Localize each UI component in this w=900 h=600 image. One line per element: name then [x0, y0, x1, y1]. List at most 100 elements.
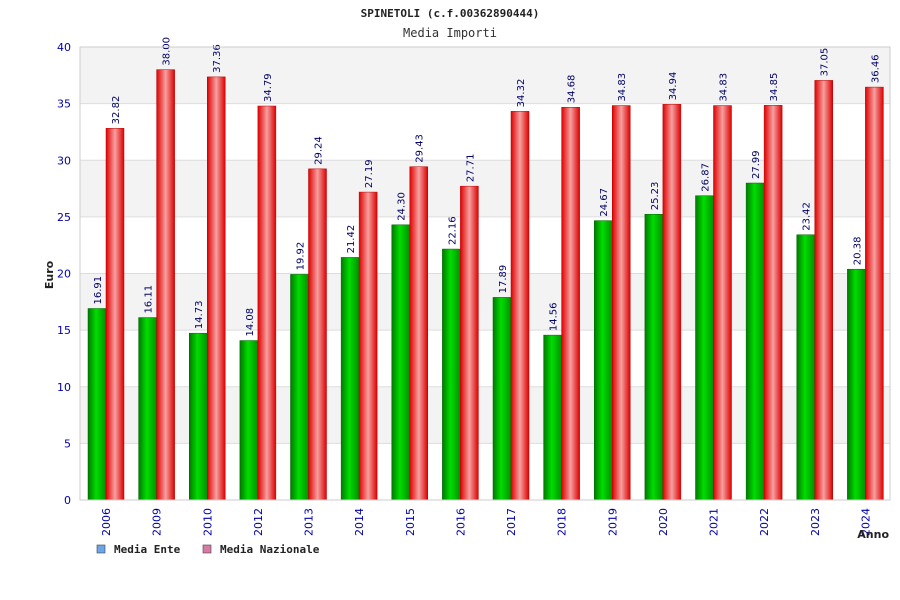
- bar-media-nazionale: [814, 80, 833, 501]
- value-label-media-nazionale: 34.32: [516, 79, 527, 108]
- x-tick-label: 2010: [201, 508, 214, 536]
- value-label-media-nazionale: 37.05: [820, 48, 831, 77]
- bar-media-ente: [745, 182, 765, 501]
- value-label-media-ente: 16.11: [144, 285, 155, 314]
- bar-media-ente: [543, 334, 562, 501]
- bar-media-nazionale: [662, 104, 682, 501]
- x-tick-label: 2017: [505, 508, 518, 536]
- bar-media-ente: [695, 195, 714, 501]
- bar-media-nazionale: [561, 106, 580, 501]
- bar-media-ente: [644, 214, 664, 501]
- bar-media-nazionale: [358, 191, 378, 501]
- x-axis-label: Anno: [857, 528, 889, 541]
- x-tick-label: 2009: [151, 508, 164, 536]
- bar-media-ente: [138, 317, 157, 501]
- x-tick-label: 2012: [252, 508, 265, 536]
- value-label-media-nazionale: 34.94: [668, 72, 679, 101]
- value-label-media-nazionale: 38.00: [162, 37, 173, 66]
- y-tick-label: 25: [57, 211, 71, 224]
- x-tick-label: 2006: [100, 508, 113, 536]
- bar-media-ente: [290, 274, 309, 501]
- value-label-media-nazionale: 34.85: [769, 73, 780, 102]
- legend-swatch-media-ente: [96, 544, 106, 554]
- chart-title: SPINETOLI (c.f.00362890444): [361, 7, 540, 20]
- value-label-media-ente: 20.38: [852, 237, 863, 266]
- chart-subtitle: Media Importi: [403, 26, 497, 40]
- value-label-media-nazionale: 36.46: [870, 54, 881, 83]
- x-tick-label: 2024: [859, 508, 872, 536]
- y-tick-label: 40: [57, 41, 71, 54]
- value-label-media-ente: 23.42: [802, 202, 813, 231]
- value-label-media-nazionale: 34.68: [567, 75, 578, 104]
- axes-group: 0 5 10 15 20 25 30 35 40 2006 2009 2010 2012 2013 2014…: [57, 41, 891, 536]
- value-label-media-ente: 22.16: [447, 216, 458, 245]
- value-label-media-nazionale: 29.43: [415, 134, 426, 163]
- legend-label-media-ente: Media Ente: [114, 543, 181, 556]
- bar-media-ente: [340, 257, 360, 501]
- bar-media-ente: [391, 224, 410, 501]
- value-label-media-ente: 24.30: [397, 192, 408, 221]
- bar-media-ente: [492, 297, 512, 501]
- value-label-media-nazionale: 27.19: [364, 159, 375, 188]
- bar-media-ente: [189, 332, 208, 501]
- bar-media-ente: [847, 268, 866, 501]
- y-tick-label: 10: [57, 381, 71, 394]
- legend-swatch-media-nazionale: [202, 544, 212, 554]
- x-tick-label: 2013: [303, 508, 316, 536]
- bar-media-nazionale: [156, 69, 175, 501]
- bar-media-nazionale: [105, 128, 125, 501]
- x-tick-label: 2021: [708, 508, 721, 536]
- bar-media-nazionale: [460, 185, 479, 501]
- value-label-media-nazionale: 37.36: [212, 44, 223, 73]
- plot-border: [79, 46, 891, 501]
- x-tick-label: 2022: [758, 508, 771, 536]
- y-tick-label: 35: [57, 98, 71, 111]
- value-label-media-ente: 19.92: [296, 242, 307, 271]
- value-label-media-ente: 21.42: [346, 225, 357, 254]
- value-label-media-ente: 24.67: [599, 188, 610, 217]
- value-label-media-ente: 16.91: [93, 276, 104, 305]
- value-label-media-ente: 27.99: [751, 150, 762, 179]
- bar-media-nazionale: [510, 111, 530, 501]
- y-tick-label: 0: [64, 494, 71, 507]
- bar-media-nazionale: [308, 168, 327, 501]
- legend: Media Ente Media Nazionale: [96, 543, 320, 556]
- bar-media-ente: [239, 340, 259, 501]
- bars-group: [87, 69, 884, 501]
- x-tick-label: 2019: [606, 508, 619, 536]
- bar-media-ente: [442, 248, 461, 501]
- value-label-media-ente: 25.23: [650, 182, 661, 211]
- value-label-media-ente: 14.56: [549, 302, 560, 331]
- legend-label-media-nazionale: Media Nazionale: [220, 543, 320, 556]
- value-label-media-nazionale: 34.83: [719, 73, 730, 102]
- value-label-media-ente: 14.73: [194, 301, 205, 330]
- value-label-media-nazionale: 32.82: [111, 96, 122, 125]
- y-tick-label: 30: [57, 154, 71, 167]
- value-label-media-nazionale: 27.71: [465, 154, 476, 183]
- bar-media-nazionale: [713, 105, 732, 501]
- bar-media-nazionale: [865, 86, 884, 501]
- y-tick-label: 20: [57, 268, 71, 281]
- x-tick-label: 2016: [454, 508, 467, 536]
- value-label-media-ente: 17.89: [498, 265, 509, 294]
- value-label-media-nazionale: 34.83: [617, 73, 628, 102]
- x-tick-label: 2023: [809, 508, 822, 536]
- x-tick-label: 2015: [404, 508, 417, 536]
- bar-media-nazionale: [257, 105, 277, 501]
- value-label-media-nazionale: 29.24: [314, 136, 325, 165]
- bar-media-ente: [87, 308, 107, 501]
- value-label-media-ente: 14.08: [245, 308, 256, 337]
- y-tick-label: 15: [57, 324, 71, 337]
- x-tick-label: 2020: [657, 508, 670, 536]
- bar-media-nazionale: [763, 105, 783, 501]
- x-tick-label: 2014: [353, 508, 366, 536]
- bar-media-ente: [594, 220, 613, 501]
- bar-media-nazionale: [409, 166, 428, 501]
- bar-media-ente: [796, 234, 815, 501]
- y-axis-label: Euro: [43, 260, 56, 289]
- bar-media-nazionale: [612, 105, 631, 501]
- bar-media-nazionale: [207, 76, 226, 501]
- value-label-media-ente: 26.87: [701, 163, 712, 192]
- x-tick-label: 2018: [556, 508, 569, 536]
